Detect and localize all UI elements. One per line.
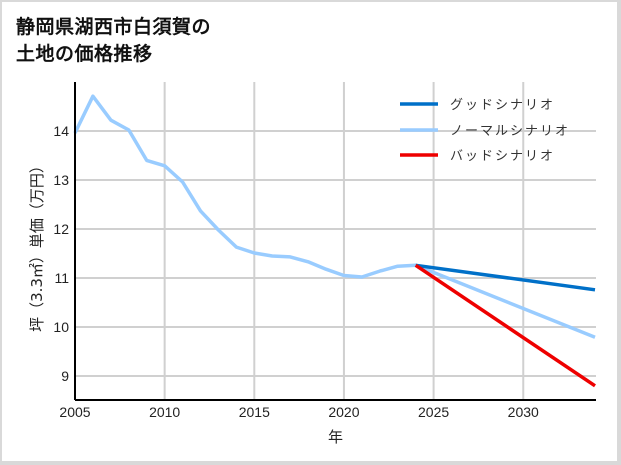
series-line (73, 94, 596, 339)
x-tick-label: 2005 (59, 404, 90, 420)
y-tick-label: 13 (53, 172, 69, 188)
x-tick-label: 2020 (328, 404, 359, 420)
legend-label: ノーマルシナリオ (450, 124, 570, 139)
y-tick-label: 12 (53, 221, 69, 237)
y-axis-label: 坪（3.3㎡）単価（万円） (28, 158, 46, 332)
series-line (415, 263, 596, 292)
y-tick-label: 9 (61, 368, 69, 384)
legend-label: バッドシナリオ (450, 149, 555, 164)
x-tick-label: 2025 (418, 404, 449, 420)
x-tick-label: 2015 (239, 404, 270, 420)
x-axis-label: 年 (328, 428, 343, 446)
chart-title: 静岡県湖西市白須賀の 土地の価格推移 (16, 14, 211, 68)
series-line (414, 263, 596, 388)
title-line-1: 静岡県湖西市白須賀の (16, 16, 212, 38)
y-tick-label: 10 (53, 319, 69, 335)
x-tick-label: 2010 (149, 404, 180, 420)
y-tick-label: 11 (54, 270, 69, 286)
legend-label: グッドシナリオ (450, 98, 555, 113)
title-line-2: 土地の価格推移 (16, 43, 153, 65)
y-tick-label: 14 (53, 123, 69, 139)
x-tick-label: 2030 (508, 404, 539, 420)
